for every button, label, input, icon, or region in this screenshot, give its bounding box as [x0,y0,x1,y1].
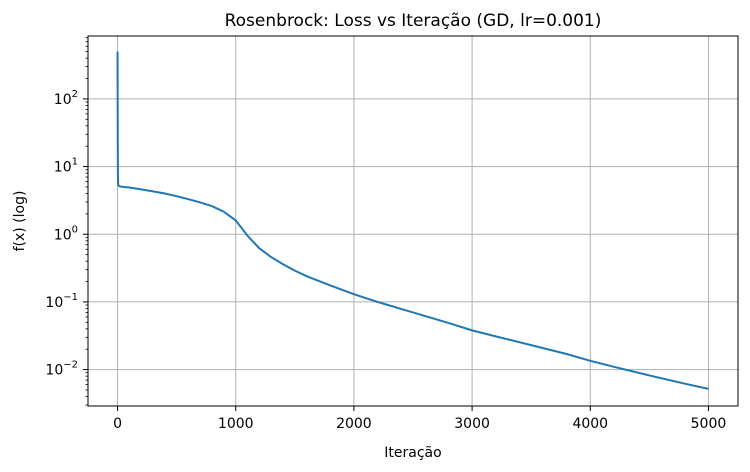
x-tick-label: 5000 [691,416,727,432]
plot-frame [87,35,739,407]
axis-ticks: 0 1000 2000 3000 4000 5000 10−2 10−1 100 101 102 [45,37,727,432]
grid-lines [88,36,738,406]
series-group [116,51,709,390]
x-tick-label: 4000 [572,416,608,432]
chart-title: Rosenbrock: Loss vs Iteração (GD, lr=0.0… [225,11,602,31]
y-tick-label: 10−2 [45,360,78,379]
x-tick-label: 1000 [218,416,254,432]
y-axis-label: f(x) (log) [12,191,28,252]
x-axis-label: Iteração [384,445,441,461]
x-tick-label: 2000 [336,416,372,432]
x-tick-label: 0 [113,416,122,432]
x-tick-label: 3000 [454,416,490,432]
y-tick-label: 102 [54,89,78,108]
y-tick-label: 10−1 [45,292,78,311]
y-tick-label: 100 [54,224,78,243]
series-line [116,51,709,390]
y-tick-label: 101 [54,157,78,176]
